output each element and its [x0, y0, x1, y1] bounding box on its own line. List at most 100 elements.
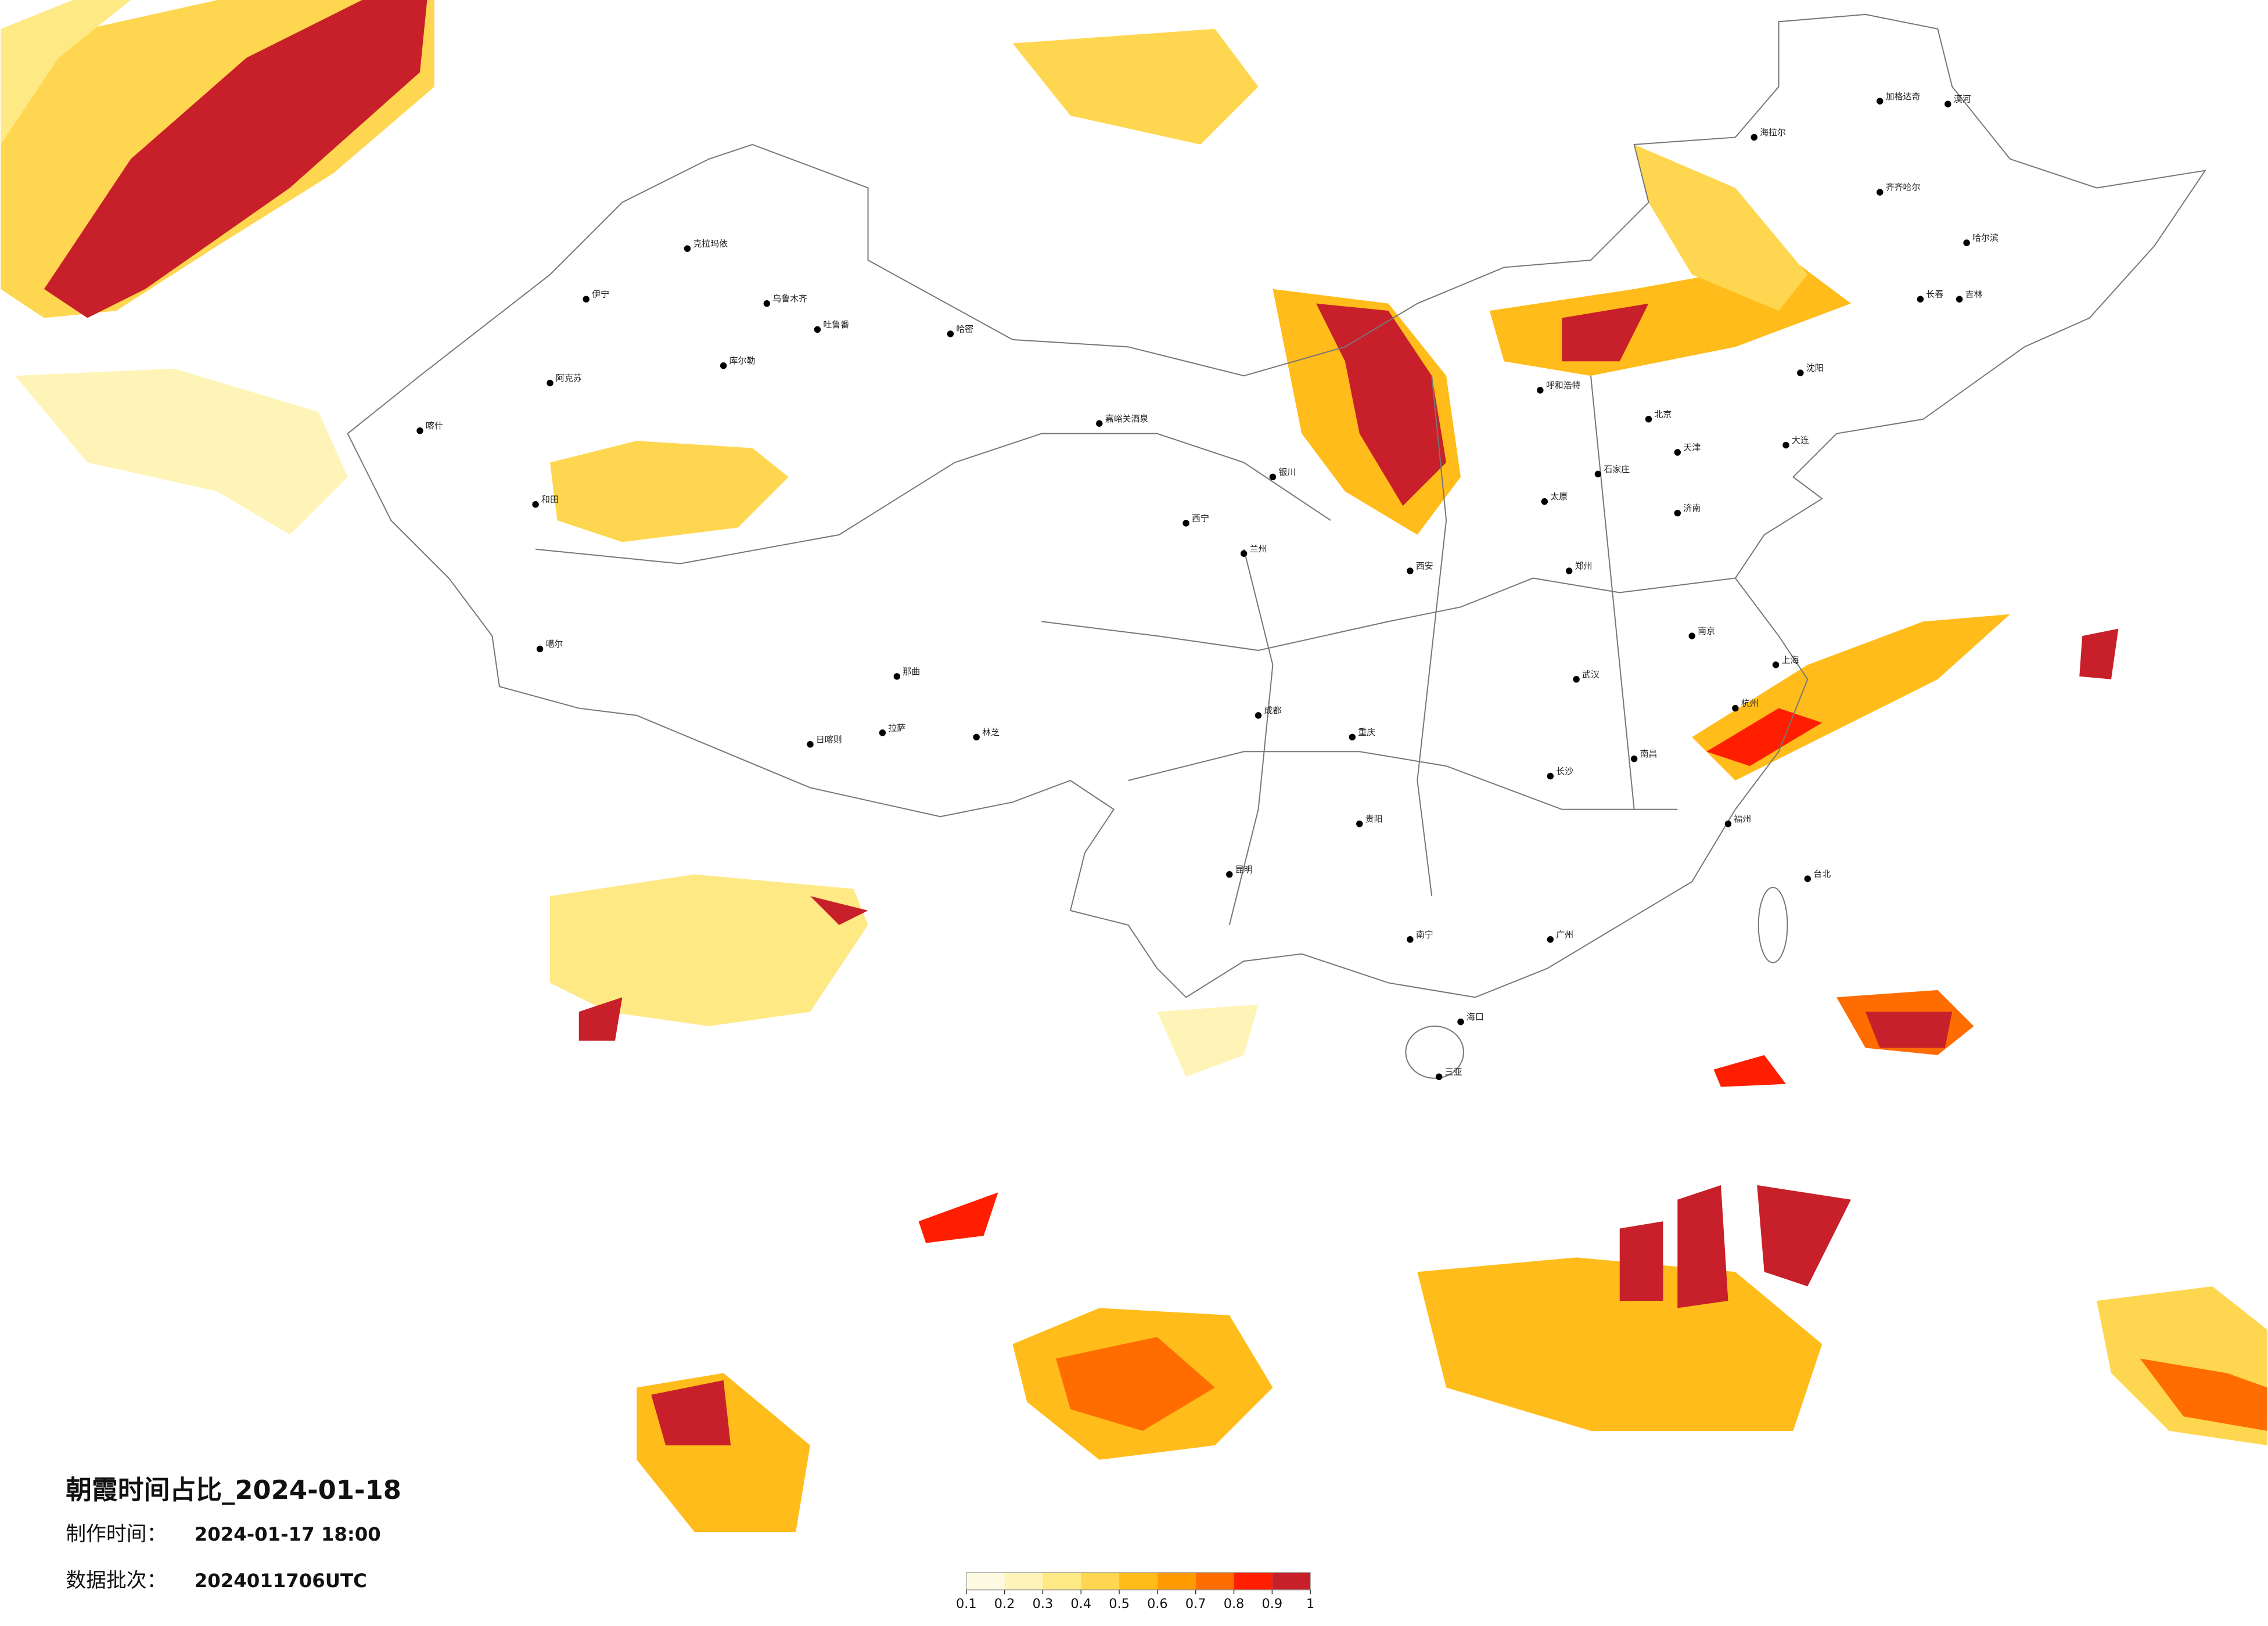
country-outline — [347, 13, 2206, 998]
city-dot — [893, 673, 901, 680]
field-patch — [1056, 1337, 1215, 1431]
city-label: 天津 — [1683, 443, 1701, 453]
city-dot — [807, 741, 814, 748]
field-patch — [2079, 628, 2119, 679]
city-label: 长沙 — [1556, 766, 1573, 776]
city-dot — [1917, 296, 1924, 303]
colorbar: 0.1 0.2 0.3 0.4 0.5 0.6 0.7 0.8 0.9 1 — [956, 1572, 1314, 1611]
city-dot — [1963, 239, 1970, 246]
city-label: 吐鲁番 — [823, 319, 849, 330]
field-patch — [1713, 1055, 1786, 1087]
city-dot — [1804, 875, 1811, 882]
city-label: 西宁 — [1192, 513, 1209, 524]
city-label: 兰州 — [1250, 544, 1267, 554]
city-label: 吉林 — [1965, 289, 1983, 300]
colorbar-swatch — [1272, 1572, 1311, 1590]
colorbar-swatch — [966, 1572, 1005, 1590]
city-label: 呼和浩特 — [1546, 380, 1581, 391]
field-patch — [1316, 303, 1447, 506]
city-label: 上海 — [1782, 654, 1799, 665]
city-dot — [583, 296, 590, 303]
field-patch — [1865, 1012, 1953, 1048]
city-dot — [973, 733, 980, 741]
city-dot — [1457, 1018, 1464, 1026]
city-dot — [416, 427, 423, 434]
province-line — [535, 433, 1331, 564]
city-label: 沈阳 — [1806, 363, 1824, 373]
city-label: 克拉玛依 — [693, 239, 728, 249]
colorbar-swatch — [1081, 1572, 1120, 1590]
city-dot — [1630, 755, 1638, 762]
city-dot — [1407, 936, 1414, 943]
city-label: 阿克苏 — [556, 373, 582, 383]
colorbar-tick-label: 0.9 — [1262, 1596, 1283, 1611]
city-label: 西安 — [1416, 561, 1433, 571]
city-label: 广州 — [1556, 929, 1573, 940]
city-label: 拉萨 — [888, 722, 905, 733]
city-dot — [1797, 369, 1804, 376]
colorbar-swatch — [1119, 1572, 1158, 1590]
city-label: 昆明 — [1235, 864, 1253, 875]
colorbar-tick-label: 0.6 — [1147, 1596, 1168, 1611]
city-dot — [1751, 134, 1757, 141]
colorbar-swatch — [1043, 1572, 1081, 1590]
city-dot — [1547, 936, 1554, 943]
colorbar-swatch — [1157, 1572, 1196, 1590]
city-label: 重庆 — [1358, 727, 1375, 738]
city-dot — [1407, 567, 1414, 574]
province-line — [1590, 376, 1635, 810]
colorbar-tick-label: 1 — [1306, 1596, 1314, 1611]
field-patch — [1757, 1185, 1851, 1287]
city-dot — [720, 362, 727, 369]
city-label: 那曲 — [903, 666, 920, 677]
city-label: 加格达奇 — [1886, 91, 1921, 102]
city-label: 郑州 — [1575, 561, 1593, 571]
colorbar-tick-label: 0.7 — [1185, 1596, 1206, 1611]
city-dot — [1255, 712, 1262, 719]
colorbar-tick-label: 0.5 — [1109, 1596, 1130, 1611]
city-label: 南昌 — [1640, 749, 1658, 759]
city-dot — [1688, 632, 1695, 639]
city-dot — [1096, 420, 1103, 427]
colorbar-tick-label: 0.8 — [1224, 1596, 1245, 1611]
city-label: 伊宁 — [592, 289, 609, 300]
field-patch — [44, 0, 427, 318]
made-label: 制作时间： — [66, 1523, 167, 1546]
city-label: 喀什 — [426, 420, 443, 431]
city-label: 成都 — [1264, 706, 1282, 716]
city-label: 济南 — [1683, 503, 1701, 513]
field-patch — [549, 874, 868, 1027]
province-line — [1128, 751, 1678, 810]
colorbar-swatch — [1004, 1572, 1043, 1590]
field-patch — [1, 0, 131, 145]
city-dot — [1944, 100, 1951, 107]
colorbar-tick-label: 0.3 — [1033, 1596, 1054, 1611]
colorbar-frame — [966, 1572, 1311, 1591]
city-dot — [1240, 550, 1248, 557]
city-dot — [1565, 567, 1573, 574]
city-label: 长春 — [1926, 289, 1943, 300]
city-label: 噶尔 — [546, 639, 563, 649]
city-dot — [1645, 416, 1652, 423]
field-patch — [1706, 708, 1823, 767]
province-line — [1228, 549, 1274, 926]
city-label: 和田 — [541, 494, 559, 505]
city-dot — [1356, 820, 1363, 828]
city-label: 齐齐哈尔 — [1886, 182, 1921, 193]
field-patch — [1634, 144, 1808, 311]
city-dot — [1537, 387, 1544, 394]
field-patch — [1619, 1221, 1663, 1301]
made-value: 2024-01-17 18:00 — [195, 1523, 381, 1545]
city-label: 库尔勒 — [729, 355, 756, 366]
colorbar-swatch — [1234, 1572, 1273, 1590]
city-label: 哈尔滨 — [1972, 233, 1999, 243]
taiwan-outline — [1757, 887, 1788, 963]
hainan-outline — [1405, 1026, 1464, 1079]
field-patch — [651, 1380, 731, 1445]
colorbar-tick-label: 0.1 — [956, 1596, 977, 1611]
map-title: 朝霞时间占比_2024-01-18 — [66, 1474, 401, 1505]
city-label: 南京 — [1698, 626, 1715, 636]
city-label: 北京 — [1655, 409, 1672, 419]
colorbar-swatch — [1195, 1572, 1234, 1590]
